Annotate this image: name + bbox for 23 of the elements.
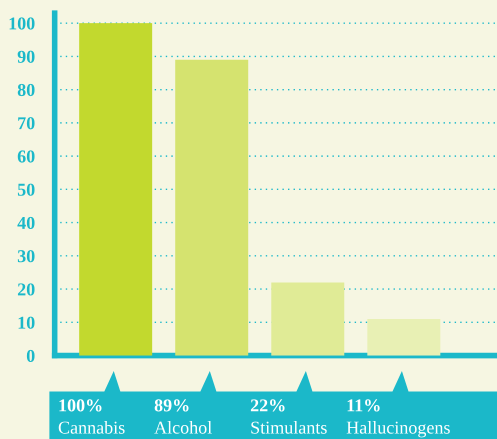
y-tick-label: 70 xyxy=(18,117,35,130)
y-tick-label: 20 xyxy=(18,283,35,296)
data-label: 11% xyxy=(348,399,380,412)
x-tick-label: Stimulants xyxy=(251,421,327,434)
y-tick-label: 100 xyxy=(10,17,35,30)
bar xyxy=(367,319,440,356)
y-tick-label: 80 xyxy=(18,84,35,96)
y-tick-label: 0 xyxy=(26,350,35,362)
bar xyxy=(271,282,344,356)
bar xyxy=(175,60,248,356)
y-tick-label: 30 xyxy=(18,250,35,262)
x-tick-label: Alcohol xyxy=(154,421,212,434)
y-tick-label: 60 xyxy=(18,150,35,163)
x-tick-label: Cannabis xyxy=(58,421,125,434)
y-tick-label: 90 xyxy=(18,50,35,63)
y-tick-label: 50 xyxy=(18,184,35,196)
x-tick-label: Hallucinogens xyxy=(346,421,450,438)
bar xyxy=(79,23,152,356)
data-label: 22% xyxy=(250,399,285,412)
data-label: 100% xyxy=(59,399,102,412)
data-label: 89% xyxy=(154,399,189,412)
y-tick-label: 40 xyxy=(17,216,35,230)
y-tick-label: 10 xyxy=(18,316,35,329)
